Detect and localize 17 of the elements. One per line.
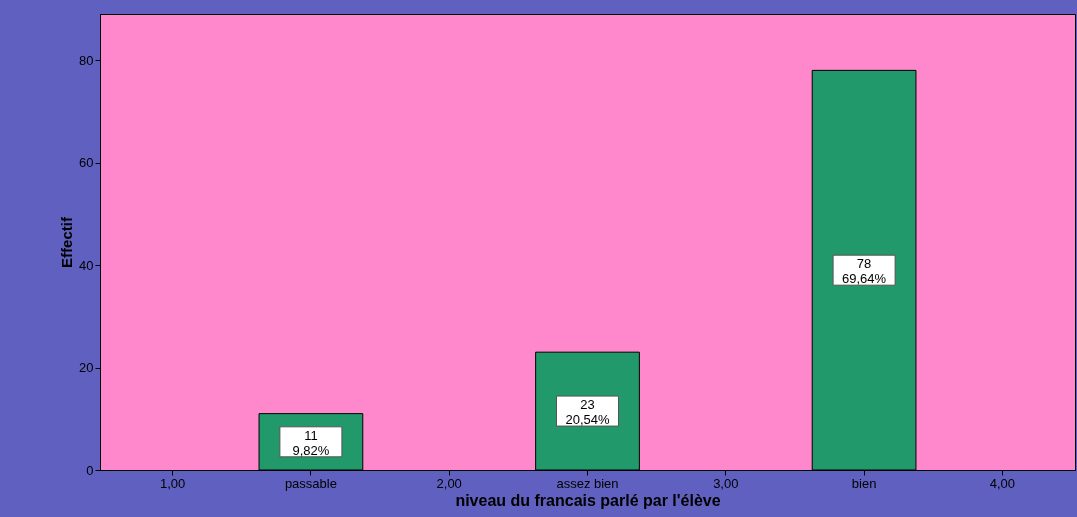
x-axis-title: niveau du francais parlé par l'élève	[455, 491, 721, 509]
x-tick-label: assez bien	[556, 475, 619, 491]
x-tick-label: 3,00	[713, 475, 739, 491]
data-label: 78 69,64%	[842, 256, 887, 287]
y-tick-label: 80	[79, 52, 94, 68]
y-tick-label: 40	[79, 257, 94, 273]
x-tick-label: 1,00	[159, 475, 186, 491]
data-label: 11 9,82%	[292, 427, 330, 458]
y-tick-label: 0	[86, 462, 94, 478]
y-tick-label: 20	[79, 360, 94, 376]
x-tick-label: 4,00	[989, 475, 1016, 491]
x-tick-label: passable	[284, 475, 337, 491]
x-tick-label: bien	[851, 475, 877, 491]
y-tick-label: 60	[79, 155, 94, 171]
data-label: 23 20,54%	[565, 397, 610, 428]
y-axis-title: Effectif	[58, 216, 76, 268]
x-tick-label: 2,00	[436, 475, 462, 491]
